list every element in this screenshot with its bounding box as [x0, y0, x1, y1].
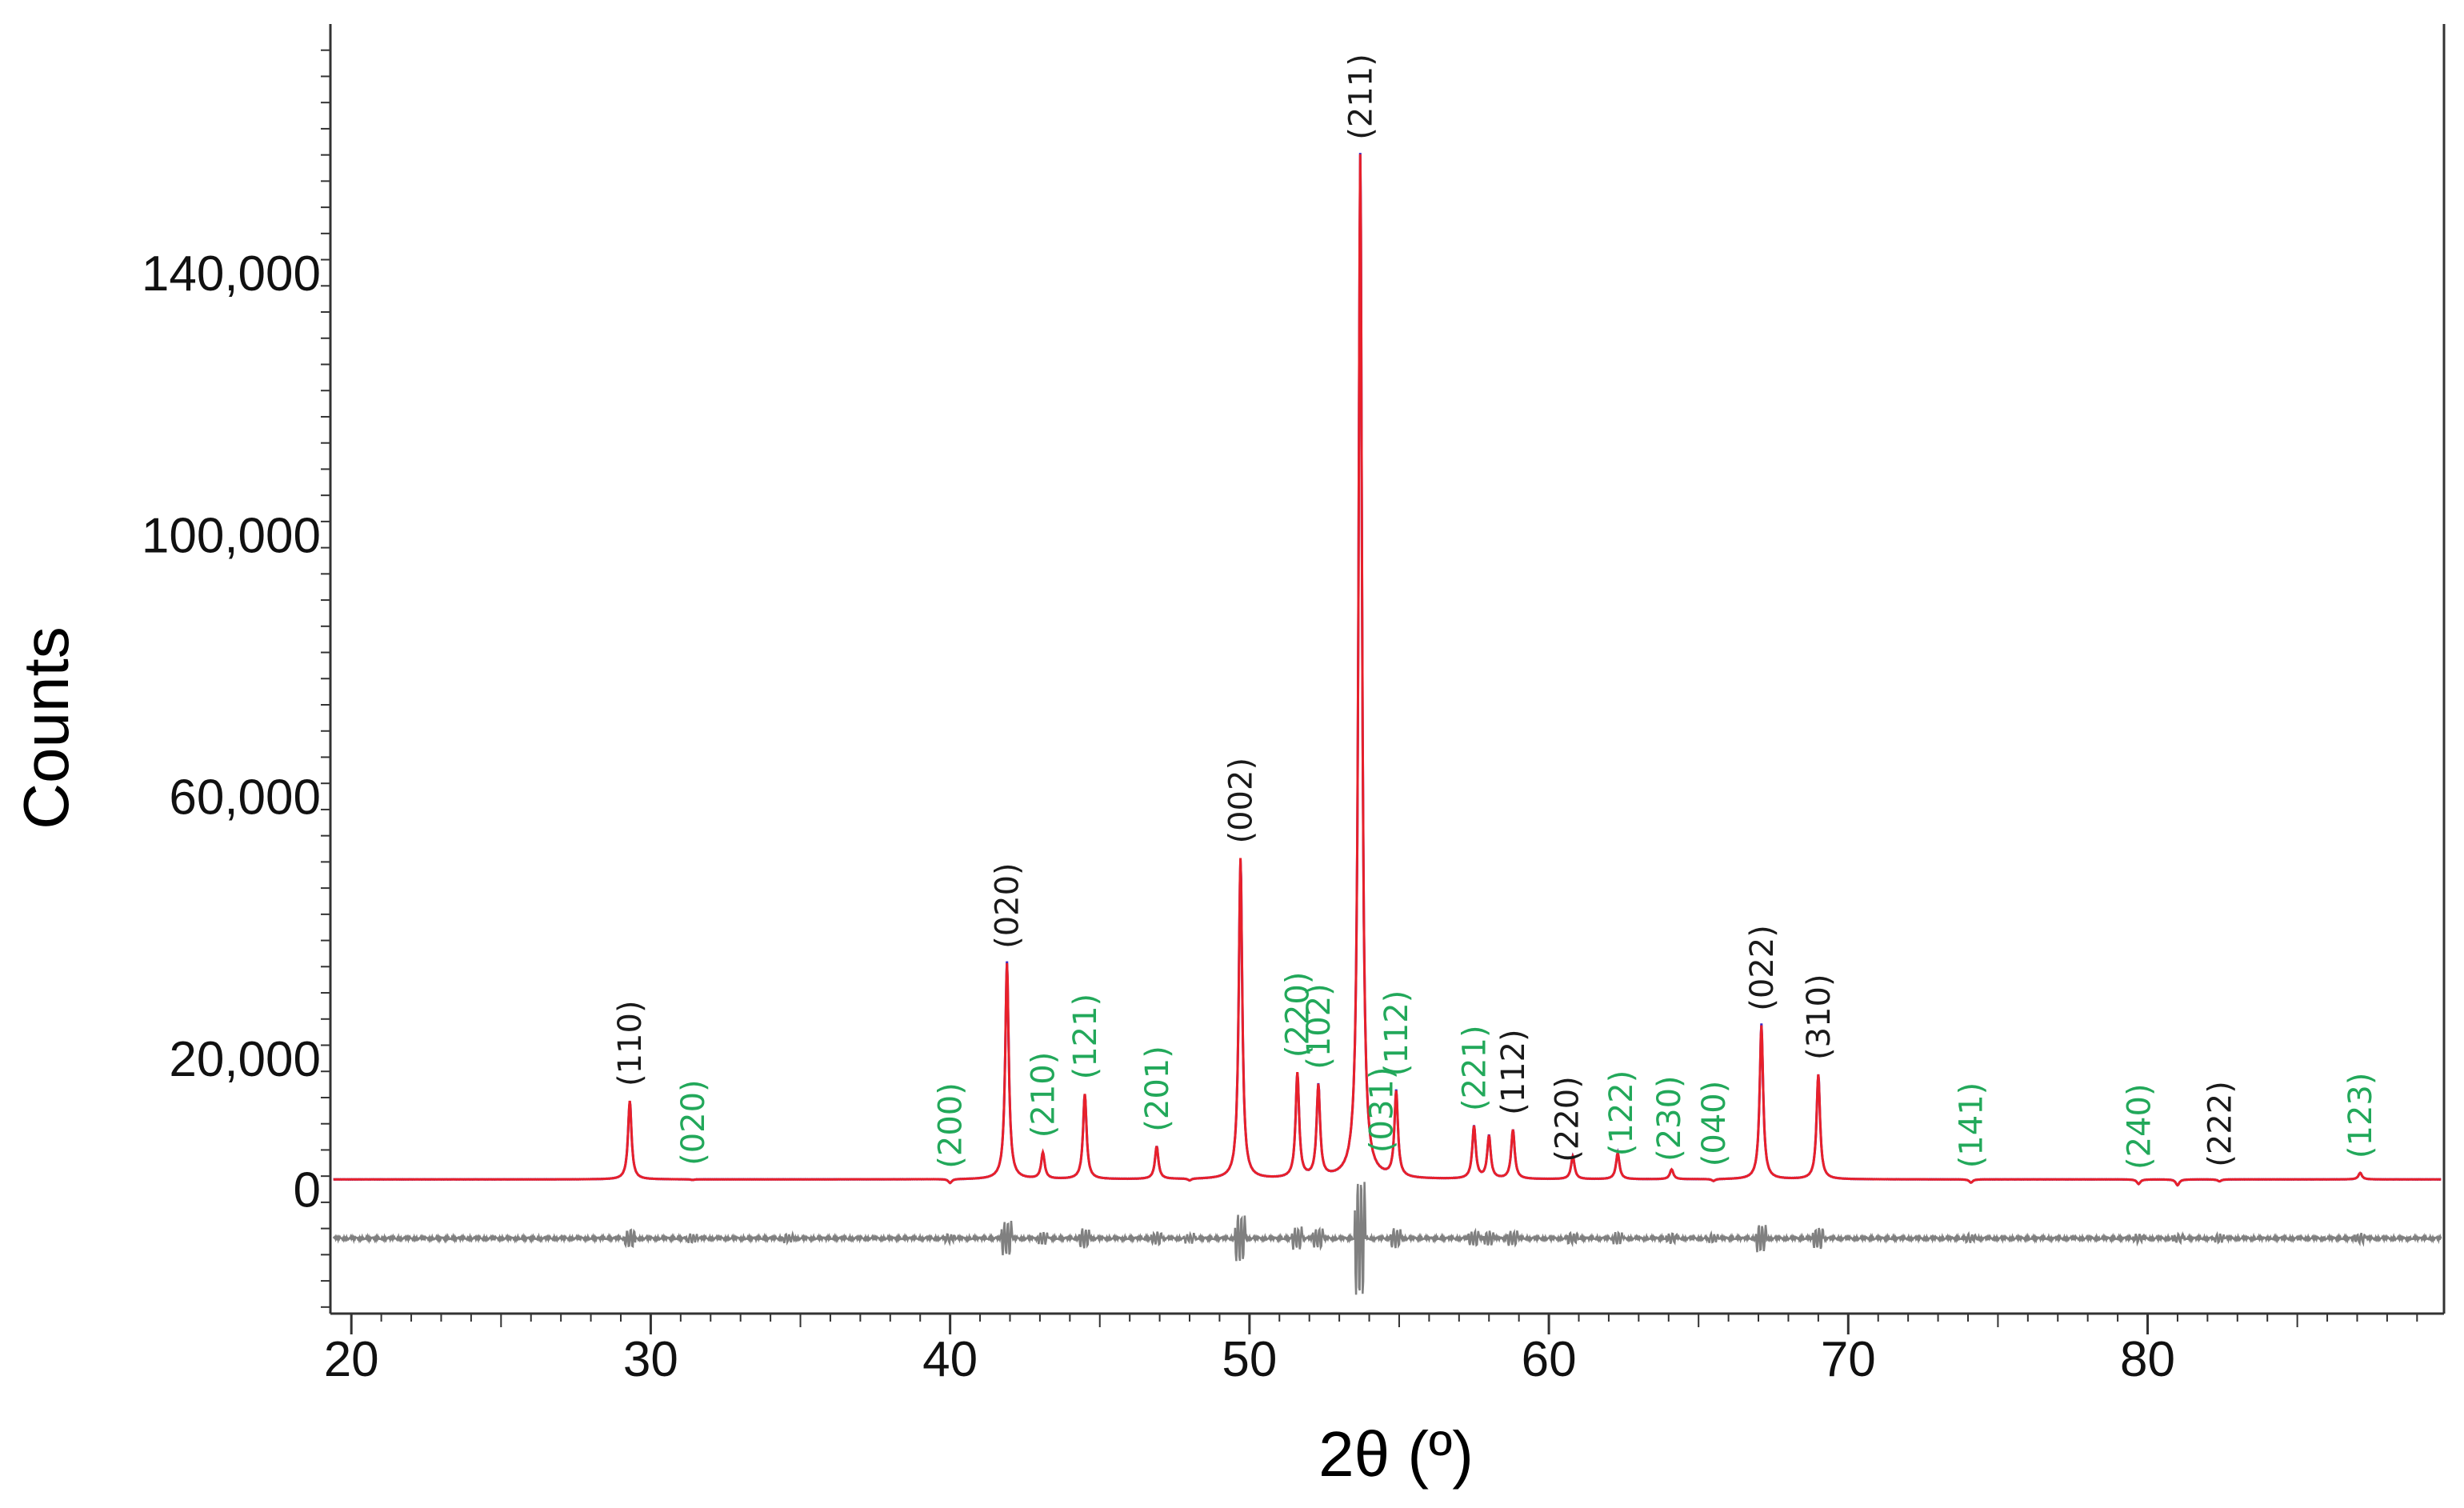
peak-label-phase-1: (112) — [1495, 1029, 1532, 1115]
peak-label-phase-2: (230) — [1651, 1075, 1688, 1162]
difference-series — [332, 1182, 2442, 1295]
calculated-series — [333, 154, 2442, 1187]
peak-label-phase-2: (112) — [1378, 990, 1415, 1077]
y-tick-label: 100,000 — [142, 508, 321, 563]
axes: 20 30 40 50 60 70 80 0 20,000 60,000 100,000 140,00… — [142, 24, 2446, 1387]
peak-label-phase-2: (040) — [1696, 1081, 1733, 1167]
peak-label-phase-2: (240) — [2121, 1083, 2158, 1170]
y-axis-title: Counts — [10, 626, 82, 829]
x-tick-label: 70 — [1821, 1332, 1876, 1387]
x-tick-label: 60 — [1522, 1332, 1577, 1387]
peak-label-phase-2: (200) — [933, 1082, 970, 1169]
peak-label-phase-2: (123) — [2342, 1073, 2379, 1159]
x-tick-label: 80 — [2120, 1332, 2175, 1387]
peak-label-phase-2: (141) — [1954, 1082, 1990, 1169]
peak-label-phase-1: (222) — [2202, 1081, 2238, 1167]
x-tick-label: 50 — [1222, 1332, 1277, 1387]
x-tick-label: 40 — [922, 1332, 978, 1387]
peak-label-phase-2: (122) — [1603, 1070, 1640, 1157]
y-tick-label: 0 — [294, 1163, 321, 1218]
peak-label-phase-1: (020) — [990, 862, 1026, 949]
peak-label-phase-1: (220) — [1550, 1076, 1586, 1162]
y-tick-label: 140,000 — [142, 246, 321, 302]
x-tick-label: 30 — [623, 1332, 678, 1387]
peak-label-phase-1: (310) — [1801, 974, 1838, 1060]
peak-label-phase-2: (210) — [1026, 1052, 1062, 1138]
peak-label-phase-2: (121) — [1067, 994, 1104, 1080]
x-axis-title: 2θ (º) — [1318, 1418, 1474, 1490]
peak-label-phase-2: (020) — [675, 1079, 712, 1166]
series-group — [332, 153, 2442, 1295]
peak-label-phase-2: (031) — [1364, 1067, 1401, 1154]
peak-label-phase-1: (002) — [1223, 758, 1260, 844]
peak-label-phase-2: (220) — [1280, 972, 1317, 1058]
peak-label-phase-2: (102) — [1301, 983, 1338, 1070]
y-tick-label: 60,000 — [169, 770, 321, 826]
peak-label-phase-2: (221) — [1457, 1025, 1494, 1111]
x-tick-label: 20 — [324, 1332, 379, 1387]
peak-label-phase-1: (211) — [1342, 54, 1379, 140]
peak-label-phase-1: (022) — [1744, 925, 1781, 1011]
annotations-group: (110) (020) (200) (020) (210)(121) (201) (002)… — [612, 54, 2379, 1170]
y-tick-label: 20,000 — [169, 1032, 321, 1087]
peak-label-phase-1: (110) — [612, 1000, 649, 1086]
peak-label-phase-2: (201) — [1139, 1046, 1176, 1132]
